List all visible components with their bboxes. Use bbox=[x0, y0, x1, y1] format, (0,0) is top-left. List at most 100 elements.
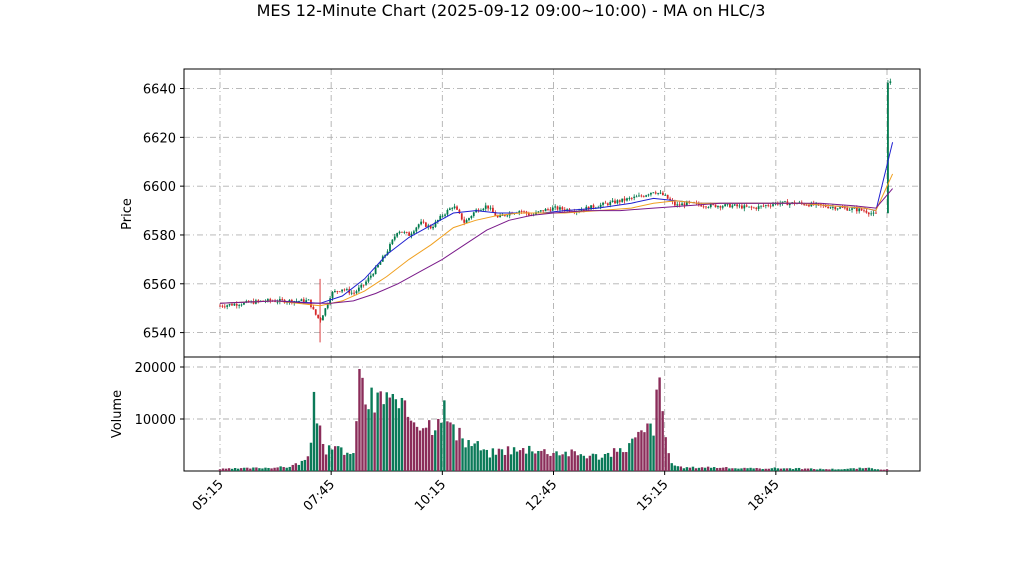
volume-bar bbox=[440, 422, 443, 471]
time-tick-label: 15:15 bbox=[634, 477, 671, 514]
price-tick-label: 6580 bbox=[143, 229, 176, 244]
volume-bar bbox=[273, 467, 276, 471]
price-axis-label: Price bbox=[120, 198, 135, 230]
volume-bar bbox=[306, 456, 310, 471]
candle-body bbox=[638, 195, 640, 197]
volume-bar bbox=[694, 468, 698, 471]
volume-bar bbox=[297, 464, 301, 471]
volume-bar bbox=[549, 455, 552, 471]
volume-bar bbox=[276, 467, 279, 471]
volume-bar bbox=[725, 467, 728, 471]
volume-bar bbox=[606, 452, 610, 471]
candle-body bbox=[386, 251, 389, 255]
volume-bar bbox=[546, 454, 549, 471]
volume-bar bbox=[485, 449, 488, 471]
volume-bar bbox=[446, 421, 449, 471]
volume-bar bbox=[264, 467, 267, 471]
candle-body bbox=[345, 289, 348, 290]
candle-body bbox=[360, 284, 363, 288]
volume-bar bbox=[385, 392, 388, 471]
volume-bar bbox=[424, 427, 428, 471]
candle-body bbox=[319, 317, 322, 321]
volume-bar bbox=[346, 452, 349, 471]
time-ticks: 05:15 07:45 10:15 12:45 15:15 18:45 bbox=[190, 471, 888, 514]
candle-body bbox=[448, 208, 451, 211]
volume-bar bbox=[531, 451, 534, 471]
volume-panel-frame bbox=[183, 356, 921, 472]
candle-body bbox=[563, 209, 566, 211]
candle-body bbox=[779, 203, 782, 205]
candle-body bbox=[705, 206, 707, 208]
time-tick-label: 12:45 bbox=[523, 477, 560, 514]
volume-bar bbox=[361, 377, 364, 471]
candle-body bbox=[298, 300, 300, 302]
volume-bar bbox=[227, 468, 231, 471]
volume-bar bbox=[406, 416, 410, 471]
volume-bar bbox=[603, 453, 607, 471]
candle-body bbox=[834, 207, 837, 210]
volume-bar bbox=[825, 469, 828, 471]
volume-bar bbox=[779, 468, 783, 471]
candle-body bbox=[362, 284, 365, 286]
volume-bar bbox=[770, 468, 773, 471]
volume-bar bbox=[755, 467, 758, 471]
volume-bar bbox=[312, 391, 316, 471]
candle-body bbox=[736, 204, 739, 207]
candle-body bbox=[429, 225, 432, 229]
candle-body bbox=[590, 205, 592, 210]
candle-body bbox=[769, 205, 772, 207]
candle-body bbox=[630, 197, 633, 199]
candle-body bbox=[611, 200, 614, 202]
volume-grid bbox=[184, 357, 920, 471]
candle-body bbox=[503, 215, 506, 216]
volume-bar bbox=[743, 467, 746, 471]
candle-body bbox=[781, 201, 784, 204]
volume-bar bbox=[785, 468, 789, 471]
volume-bars bbox=[218, 368, 889, 471]
volume-bar bbox=[525, 453, 528, 471]
ma-slow-line bbox=[219, 188, 893, 304]
volume-bar bbox=[491, 448, 495, 471]
candle-body bbox=[788, 203, 791, 206]
volume-bar bbox=[579, 454, 582, 471]
volume-bar bbox=[667, 453, 670, 471]
volume-bar bbox=[261, 468, 264, 471]
candle-body bbox=[494, 212, 497, 216]
candle-body bbox=[745, 205, 748, 207]
volume-bar bbox=[764, 468, 767, 471]
volume-bar bbox=[397, 408, 401, 471]
candle-body bbox=[401, 231, 403, 233]
candle-body bbox=[228, 304, 231, 306]
candle-body bbox=[721, 206, 724, 208]
candle-body bbox=[398, 231, 401, 234]
candle-body bbox=[733, 204, 736, 206]
candle-body bbox=[542, 210, 545, 212]
candle-body bbox=[379, 261, 382, 265]
volume-bar bbox=[288, 466, 291, 471]
candle-body bbox=[678, 204, 681, 206]
volume-bar bbox=[837, 469, 840, 471]
candle-body bbox=[645, 195, 648, 197]
volume-bar bbox=[855, 468, 858, 471]
candle-body bbox=[408, 232, 411, 236]
candle-body bbox=[453, 206, 456, 209]
volume-bar bbox=[412, 422, 416, 471]
candle-body bbox=[618, 200, 621, 202]
volume-bar bbox=[255, 467, 258, 471]
candle-body bbox=[676, 204, 679, 206]
volume-bar bbox=[612, 448, 616, 471]
volume-bar bbox=[521, 448, 525, 471]
volume-bar bbox=[712, 467, 716, 471]
candle-body bbox=[377, 264, 379, 268]
volume-bar bbox=[597, 459, 601, 471]
volume-bar bbox=[819, 468, 822, 471]
candle-body bbox=[357, 287, 360, 292]
volume-bar bbox=[391, 393, 395, 471]
volume-bar bbox=[427, 420, 431, 471]
candle-body bbox=[808, 205, 810, 207]
candle-body bbox=[322, 315, 324, 321]
volume-bar bbox=[658, 377, 661, 471]
volume-bar bbox=[282, 467, 285, 471]
candle-body bbox=[635, 196, 638, 198]
volume-bar bbox=[861, 468, 864, 471]
